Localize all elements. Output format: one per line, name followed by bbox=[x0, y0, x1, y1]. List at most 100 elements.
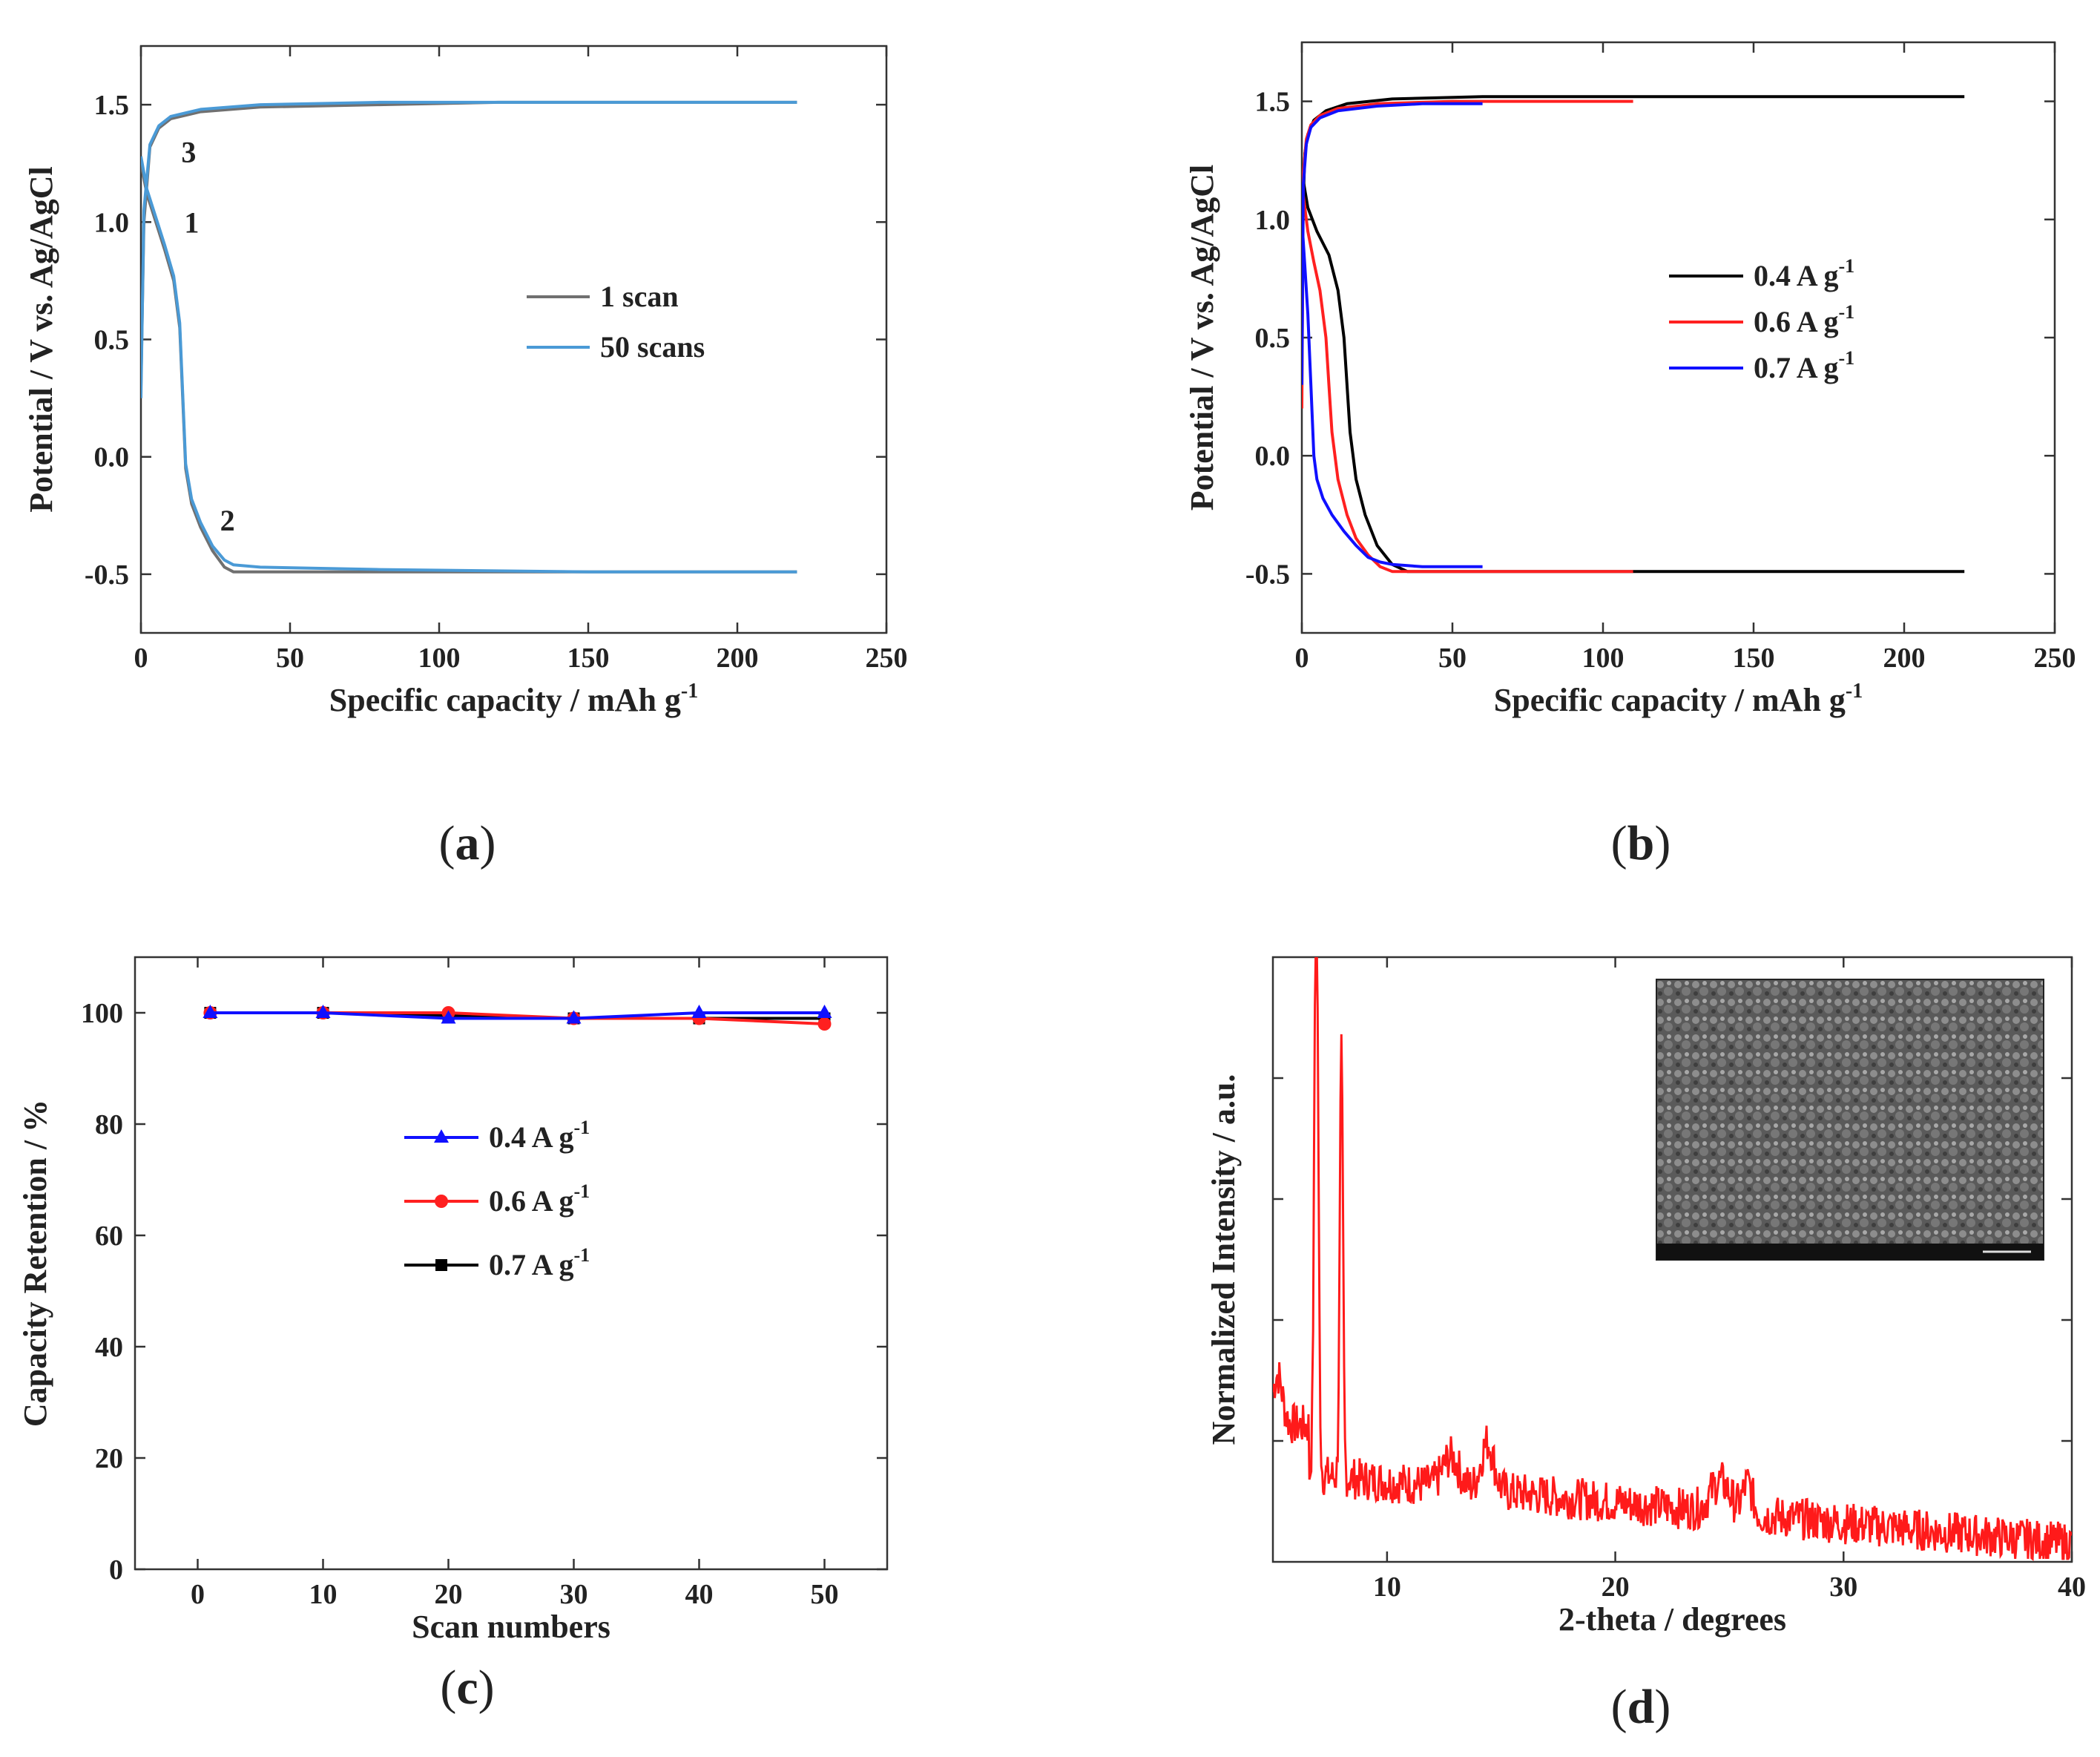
y-tick-label: 1.5 bbox=[1255, 87, 1291, 118]
x-tick-label: 0 bbox=[134, 643, 148, 674]
x-tick-label: 50 bbox=[811, 1579, 839, 1610]
y-tick-label: 100 bbox=[81, 998, 123, 1029]
sem-scalebar-strip bbox=[1656, 1244, 2044, 1260]
x-tick-label: 200 bbox=[717, 643, 759, 674]
data-point bbox=[691, 1005, 707, 1018]
x-tick-label: 20 bbox=[435, 1579, 463, 1610]
x-axis-label: Specific capacity / mAh g-1 bbox=[1494, 680, 1863, 718]
legend-label: 0.4 A g-1 bbox=[1754, 255, 1854, 292]
panel-label-part: ) bbox=[480, 816, 496, 870]
data-point bbox=[441, 1010, 456, 1024]
plot-area bbox=[1302, 95, 1965, 574]
x-axis-label-sup: -1 bbox=[1846, 680, 1863, 703]
x-tick-label: 150 bbox=[567, 643, 610, 674]
panel-label-part: ) bbox=[478, 1661, 495, 1715]
plot-area bbox=[203, 1005, 832, 1031]
y-tick-label: 1.0 bbox=[94, 207, 130, 238]
plot-frame bbox=[1271, 956, 2073, 1563]
series-line-0-4-a-g-1 bbox=[210, 1011, 825, 1020]
legend-label: 1 scan bbox=[600, 280, 679, 313]
y-tick-label: 0.5 bbox=[1255, 323, 1291, 354]
x-axis-label: Specific capacity / mAh g-1 bbox=[329, 680, 699, 718]
legend-label: 0.6 A g-1 bbox=[489, 1180, 590, 1218]
series-line-0-4-a-g-1 bbox=[1302, 171, 1965, 574]
x-tick-label: 30 bbox=[560, 1579, 588, 1610]
plot-frame bbox=[134, 956, 889, 1571]
plot-frame bbox=[1300, 41, 2056, 634]
panel-label-part: b bbox=[1627, 816, 1655, 870]
sem-inset bbox=[1656, 979, 2044, 1261]
legend-label-sup: -1 bbox=[1838, 255, 1854, 277]
legend-label-sup: -1 bbox=[573, 1244, 590, 1266]
plot-frame bbox=[139, 45, 888, 634]
panel-label: (a) bbox=[439, 816, 496, 870]
legend-marker bbox=[434, 1129, 449, 1143]
x-tick-label: 100 bbox=[1582, 643, 1625, 674]
y-tick-label: 1.5 bbox=[94, 90, 130, 121]
legend-label-sup: -1 bbox=[1838, 347, 1854, 369]
data-point bbox=[566, 1010, 582, 1024]
panel-label-part: ) bbox=[1654, 816, 1671, 870]
data-point bbox=[203, 1005, 218, 1018]
panel-label: (c) bbox=[440, 1661, 494, 1715]
series-line-50-scans bbox=[141, 156, 797, 574]
legend-label: 0.6 A g-1 bbox=[1754, 301, 1854, 338]
series-line-0-4-a-g-1 bbox=[1302, 95, 1965, 243]
series-line-1-scan bbox=[141, 162, 797, 574]
plot-area bbox=[141, 100, 797, 574]
legend-label: 0.4 A g-1 bbox=[489, 1117, 590, 1154]
series-line-xrd bbox=[1273, 957, 2072, 1561]
y-tick-label: 0.0 bbox=[1255, 441, 1291, 472]
panel-label: (d) bbox=[1611, 1680, 1671, 1734]
panel-label: (b) bbox=[1611, 816, 1671, 870]
series-line-0-6-a-g-1 bbox=[1302, 183, 1633, 574]
y-tick-label: -0.5 bbox=[85, 559, 129, 591]
y-axis-label: Potential / V vs. Ag/AgCl bbox=[1184, 165, 1220, 511]
curve-annotation: 2 bbox=[220, 504, 235, 537]
x-tick-label: 10 bbox=[309, 1579, 338, 1610]
panel-label-part: ( bbox=[439, 816, 455, 870]
series-line-50-scans bbox=[141, 100, 797, 398]
legend-label: 0.7 A g-1 bbox=[489, 1244, 590, 1281]
legend-label: 0.7 A g-1 bbox=[1754, 347, 1854, 384]
sem-image bbox=[1656, 979, 2044, 1261]
x-axis-label: 2-theta / degrees bbox=[1558, 1601, 1786, 1638]
y-tick-label: 1.0 bbox=[1255, 205, 1291, 236]
chart-panel-b: 0 50 100 150 200 250 -0.5 0.0 0.5 1.0 1.5 Specific … bbox=[1184, 41, 2076, 870]
x-axis-label: Scan numbers bbox=[412, 1609, 610, 1645]
x-tick-label: 250 bbox=[866, 643, 908, 674]
x-tick-label: 0 bbox=[1295, 643, 1309, 674]
panel-label-part: ( bbox=[1611, 816, 1627, 870]
legend-marker bbox=[435, 1259, 447, 1271]
y-axis-label: Potential / V vs. Ag/AgCl bbox=[23, 166, 59, 513]
curve-annotation: 1 bbox=[184, 206, 199, 239]
x-axis-label-sup: -1 bbox=[681, 680, 698, 703]
chart-panel-d: 10 20 30 40 2-theta / degrees Normalized Inte… bbox=[1205, 956, 2086, 1734]
y-tick-label: 80 bbox=[95, 1109, 123, 1140]
x-tick-label: 50 bbox=[276, 643, 304, 674]
y-tick-label: 40 bbox=[95, 1332, 123, 1363]
x-tick-label: 250 bbox=[2034, 643, 2076, 674]
chart-panel-c: 0 10 20 30 40 50 0 20 40 60 80 100 Scan numbers Capac… bbox=[17, 956, 889, 1715]
x-tick-label: 0 bbox=[191, 1579, 205, 1610]
panel-label-part: a bbox=[455, 816, 480, 870]
x-tick-label: 20 bbox=[1602, 1572, 1630, 1603]
series-line-0-6-a-g-1 bbox=[1302, 99, 1633, 409]
x-tick-label: 100 bbox=[418, 643, 461, 674]
plot-area bbox=[1273, 957, 2072, 1561]
panel-label-part: ( bbox=[440, 1661, 456, 1715]
chart-panel-a: 0 50 100 150 200 250 -0.5 0.0 0.5 1.0 1.5 Specific … bbox=[23, 45, 908, 870]
y-tick-label: 20 bbox=[95, 1443, 123, 1474]
legend-label-sup: -1 bbox=[573, 1117, 590, 1138]
x-tick-label: 150 bbox=[1733, 643, 1775, 674]
y-tick-label: 0.0 bbox=[94, 442, 130, 473]
legend-marker bbox=[435, 1195, 448, 1208]
panel-label-part: ( bbox=[1611, 1680, 1627, 1734]
x-tick-label: 50 bbox=[1438, 643, 1467, 674]
x-tick-label: 30 bbox=[1829, 1572, 1857, 1603]
series-line-0-7-a-g-1 bbox=[1302, 219, 1483, 568]
y-tick-label: 0 bbox=[109, 1554, 123, 1586]
y-tick-label: 0.5 bbox=[94, 325, 130, 356]
panel-label-part: d bbox=[1627, 1680, 1655, 1734]
